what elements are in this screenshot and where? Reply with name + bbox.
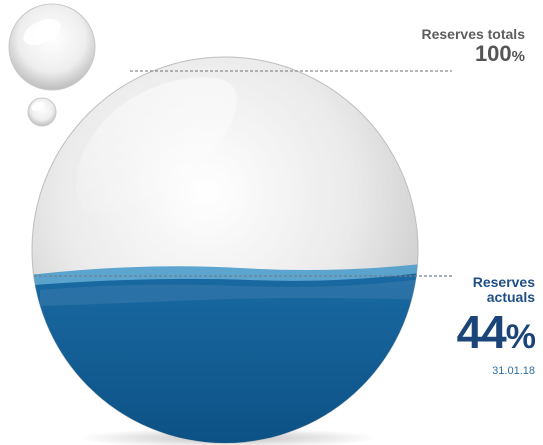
sphere-highlight: [76, 77, 237, 216]
water-sheen: [40, 278, 418, 306]
small-bubble-highlight: [31, 101, 45, 111]
reserves-total-title: Reserves totals: [421, 26, 525, 42]
reserves-actual-unit: %: [505, 318, 536, 356]
reserves-actual-title-line1: Reserves: [472, 274, 535, 290]
reserves-total-unit: %: [511, 48, 525, 65]
reserves-total-value: 100%: [421, 42, 525, 69]
reserves-actual-title-line2: actuals: [486, 289, 535, 305]
reserves-actual-value: 44%: [456, 306, 536, 360]
reserves-total-number: 100: [474, 41, 512, 66]
reserves-actual-label: Reserves actuals 44% 31.01.18: [456, 274, 536, 378]
reserves-actual-number: 44: [456, 306, 507, 358]
reserves-actual-date: 31.01.18: [492, 365, 535, 377]
large-bubble-highlight: [23, 18, 61, 46]
large-bubble: [8, 3, 96, 91]
reserves-total-label: Reserves totals 100%: [421, 26, 525, 69]
